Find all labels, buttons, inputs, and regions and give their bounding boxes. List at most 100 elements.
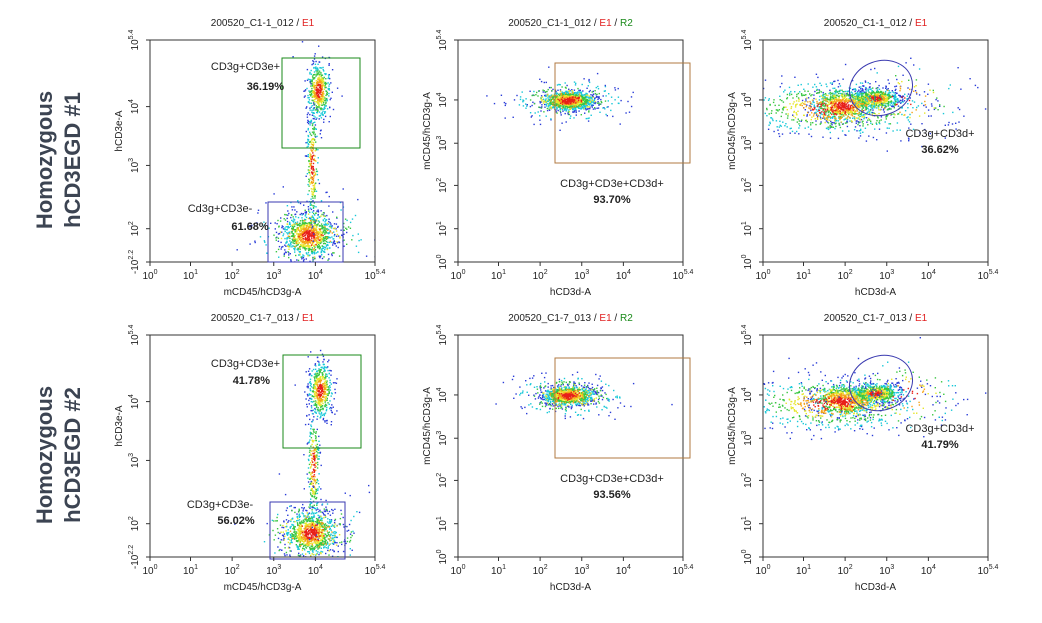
x-axis-label: hCD3d-A	[550, 287, 591, 298]
event-dot	[893, 98, 896, 100]
event-dot	[902, 74, 904, 76]
event-dot	[303, 267, 304, 268]
event-dot	[328, 258, 330, 260]
event-dot	[876, 98, 878, 100]
event-dot	[294, 229, 296, 231]
event-dot	[835, 107, 837, 109]
event-dot	[321, 74, 324, 76]
event-dot	[876, 100, 879, 102]
event-dot	[824, 93, 827, 95]
event-dot	[315, 89, 317, 91]
event-dot	[825, 112, 827, 114]
event-dot	[311, 237, 313, 240]
event-dot	[304, 247, 306, 249]
event-dot	[336, 216, 338, 218]
event-dot	[862, 98, 864, 100]
event-dot	[875, 81, 877, 83]
event-dot	[565, 121, 567, 123]
event-dot	[590, 114, 592, 116]
event-dot	[283, 253, 285, 256]
event-dot	[845, 109, 848, 111]
event-dot	[328, 220, 330, 223]
event-dot	[555, 94, 558, 97]
event-dot	[906, 95, 909, 97]
event-dot	[310, 226, 312, 228]
event-dot	[314, 232, 316, 234]
event-dot	[547, 93, 549, 96]
event-dot	[575, 102, 577, 104]
event-dot	[834, 104, 836, 107]
event-dot	[570, 103, 573, 105]
event-dot	[314, 87, 316, 89]
event-dot	[824, 121, 826, 124]
event-dot	[886, 109, 889, 111]
event-dot	[310, 208, 313, 211]
event-dot	[835, 112, 838, 114]
event-dot	[577, 87, 579, 90]
event-dot	[882, 104, 884, 106]
x-tick-label: 100	[450, 269, 465, 282]
event-dot	[324, 247, 327, 249]
event-dot	[323, 212, 325, 214]
event-dot	[838, 110, 840, 112]
event-dot	[295, 231, 297, 233]
event-dot	[789, 127, 791, 130]
event-dot	[803, 107, 805, 109]
event-dot	[587, 117, 589, 120]
event-dot	[760, 106, 761, 107]
event-dot	[304, 243, 306, 245]
event-dot	[318, 104, 320, 106]
event-dot	[310, 83, 312, 85]
event-dot	[311, 211, 314, 213]
event-dot	[842, 91, 844, 93]
event-dot	[868, 96, 871, 99]
event-dot	[855, 110, 857, 112]
event-dot	[781, 111, 783, 114]
event-dot	[817, 105, 819, 107]
event-dot	[324, 97, 326, 99]
event-dot	[561, 100, 564, 102]
event-dot	[321, 108, 323, 110]
event-dot	[568, 111, 571, 113]
event-dot	[303, 230, 305, 232]
tick-exp: 2	[128, 221, 135, 225]
event-dot	[318, 101, 320, 103]
event-dot	[299, 202, 302, 205]
event-dot	[864, 96, 866, 99]
event-dot	[598, 104, 600, 106]
event-dot	[308, 141, 311, 143]
event-dot	[885, 106, 887, 108]
event-dot	[852, 94, 854, 96]
event-dot	[310, 85, 312, 87]
event-dot	[310, 94, 313, 96]
event-dot	[897, 113, 899, 115]
event-dot	[873, 102, 876, 104]
event-dot	[847, 93, 849, 95]
event-dot	[297, 249, 299, 251]
event-dot	[556, 92, 558, 94]
event-dot	[317, 78, 320, 81]
event-dot	[285, 214, 287, 216]
event-dot	[913, 101, 916, 103]
event-dot	[582, 94, 584, 96]
title-part: E1	[599, 18, 612, 29]
event-dot	[822, 96, 825, 98]
event-dot	[794, 117, 797, 119]
event-dot	[305, 241, 307, 244]
event-dot	[333, 223, 336, 225]
event-dot	[323, 108, 325, 110]
event-dot	[548, 108, 550, 110]
event-dot	[878, 97, 880, 100]
event-dot	[829, 112, 831, 114]
event-dot	[571, 89, 573, 91]
event-dot	[858, 111, 860, 113]
event-dot	[301, 221, 304, 223]
event-dot	[542, 89, 544, 91]
event-dot	[309, 81, 311, 83]
event-dot	[584, 106, 586, 108]
event-dot	[858, 121, 860, 124]
event-dot	[570, 108, 572, 110]
event-dot	[307, 227, 309, 230]
event-dot	[569, 101, 572, 103]
event-dot	[307, 252, 310, 254]
